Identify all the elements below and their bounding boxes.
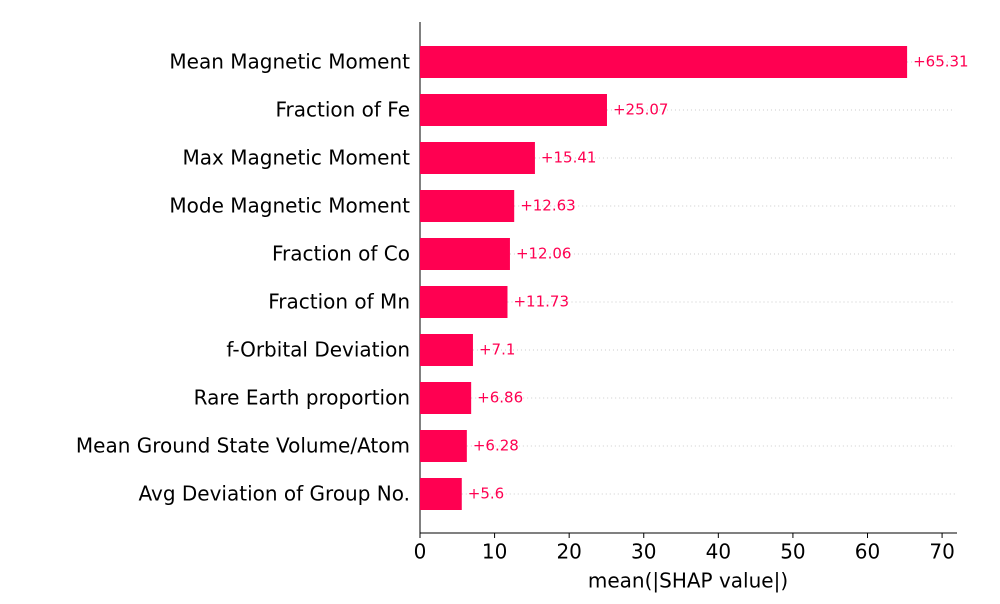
x-tick-label: 0 (414, 540, 427, 564)
x-tick-label: 10 (482, 540, 507, 564)
y-tick-label: Mode Magnetic Moment (169, 194, 410, 218)
value-label: +6.86 (477, 389, 523, 407)
y-tick-label: Max Magnetic Moment (183, 146, 411, 170)
bar (420, 238, 510, 270)
bar (420, 334, 473, 366)
x-axis-label: mean(|SHAP value|) (588, 569, 788, 593)
y-tick-label: Avg Deviation of Group No. (138, 482, 410, 506)
y-tick-label: Mean Ground State Volume/Atom (76, 434, 410, 458)
value-label: +25.07 (613, 101, 669, 119)
y-tick-label: Rare Earth proportion (194, 386, 410, 410)
x-tick-label: 40 (706, 540, 731, 564)
bar (420, 478, 462, 510)
x-tick-label: 50 (780, 540, 805, 564)
bar (420, 46, 908, 78)
x-tick-label: 20 (556, 540, 581, 564)
value-label: +12.63 (520, 197, 576, 215)
x-tick-label: 30 (631, 540, 656, 564)
y-tick-label: f-Orbital Deviation (226, 338, 410, 362)
y-tick-label: Fraction of Mn (268, 290, 410, 314)
x-tick-label: 70 (929, 540, 954, 564)
bar (420, 190, 515, 222)
value-label: +11.73 (513, 293, 569, 311)
y-tick-label: Mean Magnetic Moment (169, 50, 410, 74)
bar (420, 94, 607, 126)
bar (420, 382, 472, 414)
value-label: +15.41 (541, 149, 597, 167)
value-label: +5.6 (468, 485, 504, 503)
bar (420, 286, 508, 318)
y-tick-label: Fraction of Fe (275, 98, 410, 122)
x-tick-label: 60 (855, 540, 880, 564)
value-label: +6.28 (473, 437, 519, 455)
value-label: +65.31 (913, 53, 969, 71)
bar (420, 142, 535, 174)
bar (420, 430, 467, 462)
value-label: +7.1 (479, 341, 515, 359)
value-label: +12.06 (516, 245, 572, 263)
y-tick-label: Fraction of Co (272, 242, 410, 266)
